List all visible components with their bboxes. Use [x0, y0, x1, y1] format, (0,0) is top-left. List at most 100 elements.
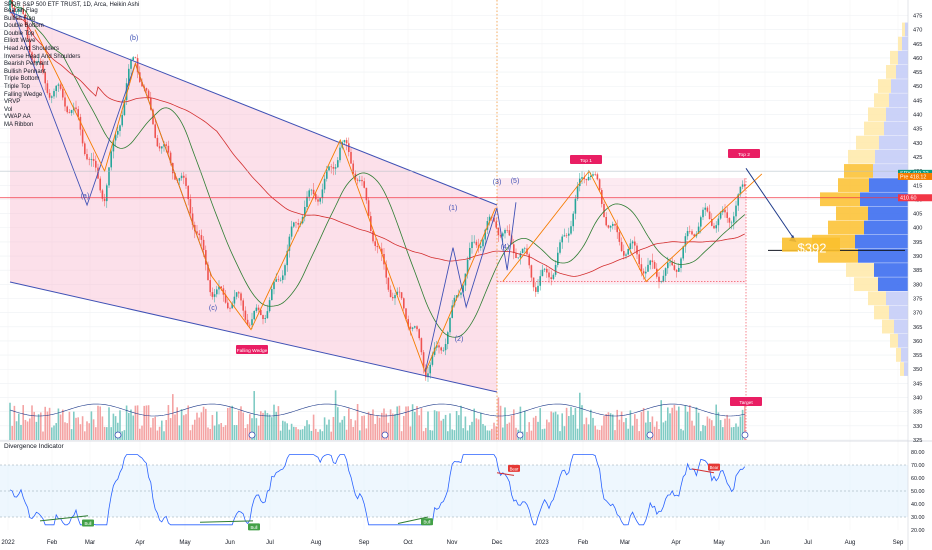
volume-bar	[618, 419, 621, 440]
indicator-item[interactable]: Bearish Pennant	[4, 61, 49, 68]
volume-bar	[422, 431, 425, 440]
candle-body	[396, 291, 398, 296]
bull-badge-bg	[421, 518, 433, 526]
candle-body	[174, 173, 176, 180]
candle-body	[464, 273, 467, 286]
candle-body	[332, 167, 335, 169]
candle-body	[114, 134, 117, 141]
volume-bar	[719, 420, 722, 440]
volume-bar	[669, 413, 671, 440]
indicator-item[interactable]: Triple Bottom	[4, 76, 40, 83]
volume-bar	[431, 430, 434, 440]
time-tick: Sep	[893, 540, 904, 546]
volume-bar	[453, 430, 456, 440]
volume-bar	[141, 425, 143, 440]
volume-bar	[711, 420, 713, 440]
candle-body	[510, 235, 513, 245]
indicator-item[interactable]: Bullish Flag	[4, 15, 36, 22]
indicator-item[interactable]: Falling Wedge	[4, 91, 43, 98]
indicator-item[interactable]: Elliott Wave	[4, 38, 36, 45]
candle-body	[134, 57, 137, 59]
volume-bar	[183, 415, 185, 440]
candle-body	[526, 248, 528, 255]
indicator-item[interactable]: MA Ribbon	[4, 121, 34, 128]
price-badge	[898, 172, 932, 180]
volume-bar	[348, 408, 350, 440]
volume-bar	[713, 426, 715, 440]
candle-body	[508, 230, 511, 236]
volume-bar	[407, 406, 409, 440]
indicator-item[interactable]: Head And Shoulders	[4, 45, 60, 52]
volume-bar	[308, 424, 310, 440]
candle-body	[726, 212, 728, 218]
candle-body	[656, 268, 658, 277]
volume-bar	[77, 417, 79, 440]
volume-bar	[491, 428, 493, 440]
indicator-item[interactable]: VRVP	[4, 99, 21, 106]
top1-tag: Top 1	[580, 158, 592, 164]
candle-body	[53, 91, 55, 97]
volume-bar	[651, 416, 654, 440]
target-tag: Target	[739, 400, 753, 406]
volume-bar	[242, 412, 244, 440]
vp-down	[894, 319, 908, 334]
indicator-item[interactable]: VWAP AA	[4, 114, 31, 121]
candle-body	[724, 209, 726, 213]
candle-body	[90, 159, 93, 160]
candle-body	[735, 205, 737, 217]
volume-bar	[176, 407, 178, 440]
indicator-item[interactable]: Bearish Flag	[4, 8, 38, 14]
indicator-item[interactable]: Inverse Head And Shoulders	[4, 53, 81, 60]
candle-body	[264, 318, 266, 320]
candle-body	[570, 226, 572, 234]
vp-up	[838, 178, 869, 192]
candle-body	[609, 225, 612, 228]
event-marker	[646, 431, 654, 439]
volume-bar	[22, 405, 24, 440]
indicator-item[interactable]: Double Bottom	[4, 23, 44, 30]
time-tick: Feb	[578, 540, 589, 546]
ind-tick: 50.00	[911, 489, 925, 495]
candle-body	[387, 277, 390, 290]
volume-bar	[128, 412, 130, 440]
volume-bar	[103, 426, 106, 440]
volume-bar	[262, 412, 264, 440]
volume-bar	[554, 411, 557, 440]
volume-bar	[433, 410, 436, 440]
volume-bar	[510, 415, 513, 440]
indicator-item[interactable]: Double Top	[4, 30, 35, 37]
candle-body	[576, 186, 579, 199]
volume-bar	[609, 413, 612, 440]
indicator-item[interactable]: Triple Top	[4, 83, 31, 90]
falling-wedge-tag: Falling Wedge	[237, 348, 268, 354]
price-tick: 450	[913, 84, 922, 90]
volume-bar	[715, 404, 717, 440]
volume-bar	[92, 419, 95, 440]
time-tick: Oct	[403, 540, 413, 546]
volume-bar	[587, 424, 590, 440]
volume-bar	[334, 390, 337, 440]
volume-bar	[110, 427, 112, 440]
candle-body	[29, 39, 31, 53]
volume-bar	[576, 428, 579, 440]
volume-bar	[59, 414, 62, 440]
volume-bar	[656, 421, 658, 440]
volume-bar	[486, 430, 489, 440]
volume-bar	[304, 426, 306, 440]
candle-body	[275, 279, 277, 282]
volume-bar	[396, 406, 398, 440]
volume-bar	[449, 413, 451, 440]
volume-bar	[64, 422, 66, 440]
indicator-item[interactable]: Vol	[4, 106, 13, 113]
time-tick: Sep	[359, 540, 370, 546]
vp-down	[879, 135, 908, 150]
candle-body	[125, 83, 128, 101]
candle-body	[46, 83, 49, 93]
candle-body	[484, 229, 486, 240]
volume-bar	[150, 427, 152, 440]
vp-down	[858, 248, 908, 263]
candle-body	[671, 261, 673, 266]
volume-bar	[460, 405, 462, 440]
indicator-item[interactable]: Bullish Pennant	[4, 68, 46, 75]
